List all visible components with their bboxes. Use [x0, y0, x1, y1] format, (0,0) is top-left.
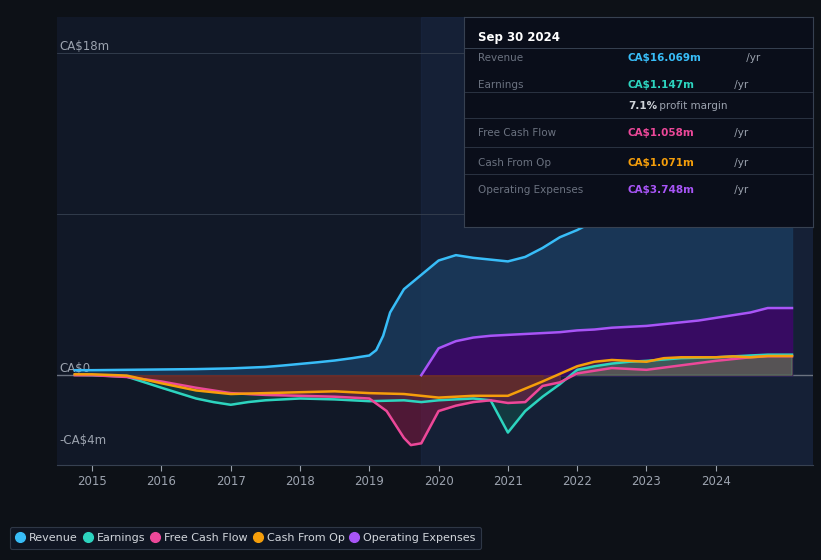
Text: CA$3.748m: CA$3.748m [628, 185, 695, 195]
Text: CA$18m: CA$18m [59, 40, 109, 53]
Text: Sep 30 2024: Sep 30 2024 [478, 31, 560, 44]
Text: Free Cash Flow: Free Cash Flow [478, 128, 556, 138]
Text: /yr: /yr [743, 53, 760, 63]
Text: /yr: /yr [732, 157, 749, 167]
Text: Operating Expenses: Operating Expenses [478, 185, 583, 195]
Text: CA$1.058m: CA$1.058m [628, 128, 695, 138]
Text: 7.1%: 7.1% [628, 101, 657, 111]
Text: profit margin: profit margin [656, 101, 727, 111]
Text: /yr: /yr [732, 80, 749, 90]
Text: Revenue: Revenue [478, 53, 523, 63]
Text: CA$0: CA$0 [59, 362, 90, 375]
Text: CA$1.147m: CA$1.147m [628, 80, 695, 90]
Text: Cash From Op: Cash From Op [478, 157, 551, 167]
Bar [421, 17, 813, 465]
Text: /yr: /yr [732, 128, 749, 138]
Text: -CA$4m: -CA$4m [59, 434, 106, 447]
Legend: Revenue, Earnings, Free Cash Flow, Cash From Op, Operating Expenses: Revenue, Earnings, Free Cash Flow, Cash … [10, 527, 481, 549]
Text: CA$16.069m: CA$16.069m [628, 53, 702, 63]
Text: /yr: /yr [732, 185, 749, 195]
Text: Earnings: Earnings [478, 80, 523, 90]
Text: CA$1.071m: CA$1.071m [628, 157, 695, 167]
